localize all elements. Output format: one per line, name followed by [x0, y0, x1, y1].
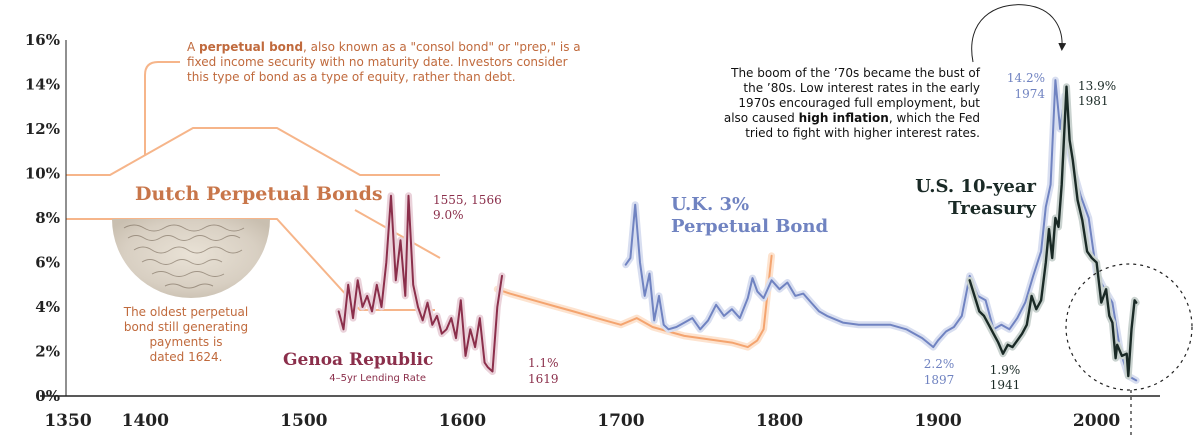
boom-note-line5: tried to fight with higher interest rate…: [745, 126, 980, 140]
perpetual-note-line1-bold: perpetual bond: [199, 40, 303, 54]
boom-note-arrow: [971, 4, 1067, 63]
us-peak-year: 1981: [1078, 94, 1109, 108]
boom-note-line1: The boom of the ’70s became the bust of: [730, 66, 981, 80]
y-tick-labels: 0% 2% 4% 6% 8% 10% 12% 14% 16%: [25, 31, 60, 405]
boom-bust-note: The boom of the ’70s became the bust of …: [724, 66, 981, 140]
uk-series-label-line1: U.K. 3%: [671, 194, 749, 215]
genoa-series-label: Genoa Republic: [283, 350, 433, 370]
series-line-dutch-perpetual-bonds: [496, 254, 773, 349]
boom-note-line4-pre: also caused: [724, 111, 799, 125]
x-tick-label: 1800: [756, 411, 803, 431]
dutch-label-connector: [354, 209, 441, 259]
us-series-label-line2: Treasury: [948, 198, 1036, 219]
x-tick-labels: 1350 1400 1500 1600 1700 1800 1900 2000: [44, 411, 1120, 431]
oldest-note-line4: dated 1624.: [150, 350, 223, 364]
perpetual-note-line1-pre: A: [187, 40, 199, 54]
uk-series-label-line2: Perpetual Bond: [671, 216, 829, 237]
x-tick-label: 1700: [597, 411, 644, 431]
y-tick-label: 12%: [25, 120, 60, 138]
svg-text:A perpetual bond, also known a: A perpetual bond, also known as a "conso…: [187, 40, 581, 54]
series-line-genoa-republic: [337, 194, 503, 373]
recent-rates-highlight-circle: [1065, 263, 1193, 438]
series-glow-genoa-republic: [335, 192, 506, 375]
genoa-peak-value: 9.0%: [433, 208, 464, 222]
perpetual-bond-note: A perpetual bond, also known as a "conso…: [187, 40, 581, 84]
uk-peak-year: 1974: [1014, 87, 1045, 101]
boom-note-line4-bold: high inflation: [799, 111, 889, 125]
uk-low-value: 2.2%: [924, 357, 955, 371]
oldest-note-line2: bond still generating: [124, 320, 248, 334]
perpetual-note-line2: fixed income security with no maturity d…: [187, 55, 568, 69]
y-tick-label: 14%: [25, 76, 60, 94]
x-tick-label: 1350: [44, 411, 91, 431]
old-bond-document-image: [112, 219, 270, 298]
y-tick-label: 2%: [35, 343, 60, 361]
series-line-u-s-10-year-treasury: [968, 85, 1138, 378]
genoa-low-value: 1.1%: [528, 356, 559, 370]
x-tick-label: 1600: [439, 411, 486, 431]
x-tick-label: 2000: [1073, 411, 1120, 431]
x-tick-label: 1900: [914, 411, 961, 431]
uk-peak-value: 14.2%: [1007, 71, 1045, 85]
series-line-u-k-3-perpetual-bond: [624, 79, 1138, 382]
y-tick-label: 10%: [25, 165, 60, 183]
svg-text:also caused high inflation, wh: also caused high inflation, which the Fe…: [724, 111, 980, 125]
uk-low-year: 1897: [924, 373, 955, 387]
boom-note-line3: 1970s encouraged full employment, but: [738, 96, 980, 110]
x-tick-label: 1500: [280, 411, 327, 431]
boom-note-line4-post: , which the Fed: [889, 111, 980, 125]
perpetual-note-line1-post: , also known as a "consol bond" or "prep…: [303, 40, 581, 54]
perpetual-note-connector: [144, 61, 180, 155]
genoa-series-sublabel: 4–5yr Lending Rate: [329, 373, 426, 384]
y-tick-label: 0%: [35, 387, 60, 405]
us-peak-value: 13.9%: [1078, 79, 1116, 93]
dutch-bracket-upper: [66, 127, 440, 176]
x-tick-label: 1400: [122, 411, 169, 431]
y-tick-label: 4%: [35, 298, 60, 316]
us-series-label-line1: U.S. 10-year: [915, 176, 1036, 197]
y-tick-label: 8%: [35, 209, 60, 227]
series-layer: [335, 76, 1140, 384]
oldest-note-line1: The oldest perpetual: [123, 305, 249, 319]
y-tick-label: 6%: [35, 254, 60, 272]
oldest-note-line3: payments is: [149, 335, 222, 349]
oldest-bond-note: The oldest perpetual bond still generati…: [123, 305, 249, 364]
genoa-peak-years: 1555, 1566: [433, 193, 502, 207]
boom-note-line2: the ’80s. Low interest rates in the earl…: [743, 81, 980, 95]
y-tick-label: 16%: [25, 31, 60, 49]
genoa-low-year: 1619: [528, 372, 559, 386]
us-low-year: 1941: [990, 378, 1021, 392]
dutch-series-label: Dutch Perpetual Bonds: [135, 183, 383, 205]
us-low-value: 1.9%: [990, 363, 1021, 377]
perpetual-note-line3: this type of bond as a type of equity, r…: [187, 70, 516, 84]
